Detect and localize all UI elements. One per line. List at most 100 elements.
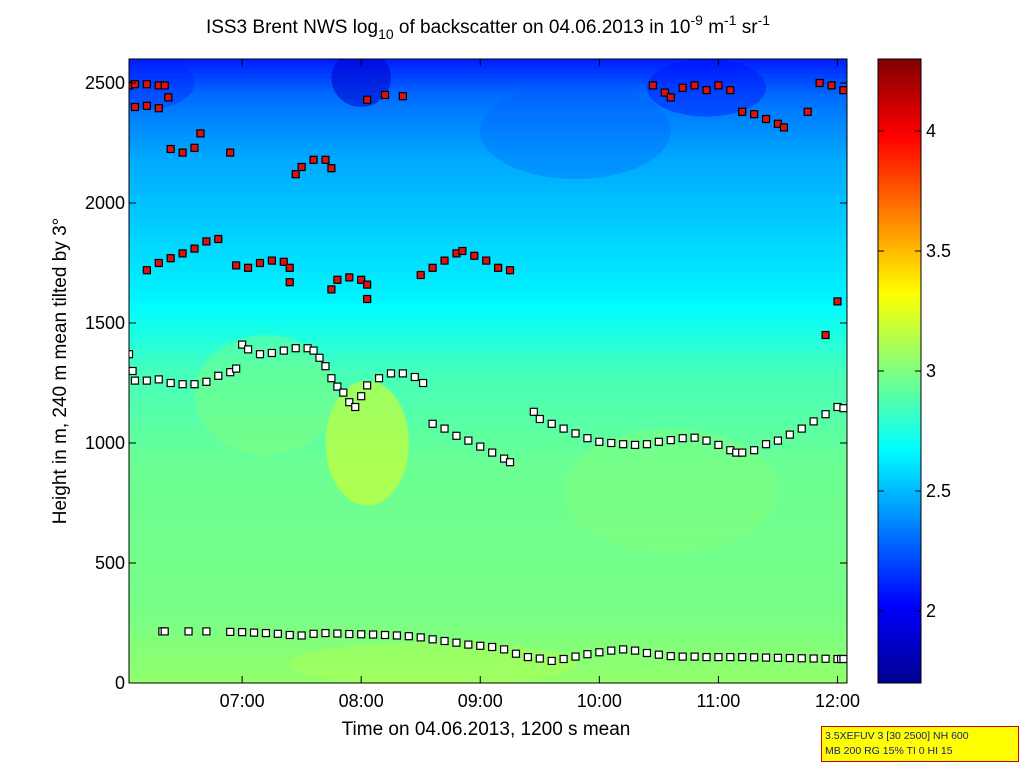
white-square-marker: [333, 629, 342, 638]
colorbar-tick-label: 2.5: [926, 481, 951, 501]
heatmap-field: [129, 59, 847, 683]
heatmap-band: [129, 678, 847, 683]
white-square-marker: [583, 434, 592, 443]
red-square-marker: [678, 83, 687, 92]
white-square-marker: [654, 650, 663, 659]
white-square-marker: [327, 374, 336, 383]
heatmap-band: [129, 289, 847, 295]
heatmap-band: [129, 318, 847, 324]
white-square-marker: [607, 438, 616, 448]
red-square-marker: [196, 129, 205, 138]
heatmap-band: [129, 529, 847, 535]
heatmap-band: [129, 169, 847, 175]
white-square-marker: [255, 350, 265, 359]
heatmap-band: [129, 145, 847, 151]
heatmap-band: [129, 135, 847, 142]
white-square-marker: [214, 371, 223, 380]
red-square-marker: [214, 234, 223, 244]
red-square-marker: [839, 86, 847, 95]
white-square-marker: [773, 436, 783, 445]
heatmap-band: [129, 361, 847, 367]
heatmap-blob: [194, 335, 338, 455]
red-square-marker: [178, 249, 187, 258]
white-square-marker: [619, 645, 628, 654]
heatmap-band: [129, 126, 847, 132]
x-tick-label: 08:00: [339, 691, 384, 711]
white-square-marker: [547, 419, 556, 428]
heatmap-band: [129, 553, 847, 559]
red-square-marker: [833, 297, 842, 306]
heatmap-band: [129, 131, 847, 137]
heatmap-band: [129, 639, 847, 646]
heatmap-band: [129, 491, 847, 497]
white-square-marker: [595, 648, 604, 657]
red-square-marker: [648, 81, 658, 90]
white-square-marker: [750, 446, 759, 455]
heatmap-band: [129, 356, 847, 362]
heatmap-band: [129, 462, 847, 468]
heatmap-band: [129, 635, 847, 641]
heatmap-band: [129, 212, 847, 218]
info-box-line-2: MB 200 RG 15% TI 0 HI 15: [825, 745, 953, 757]
red-square-marker: [440, 256, 449, 265]
heatmap-band: [129, 188, 847, 194]
heatmap-band: [129, 558, 847, 564]
heatmap-band: [129, 351, 847, 358]
white-square-marker: [797, 654, 806, 663]
white-square-marker: [398, 369, 407, 378]
red-square-marker: [142, 80, 151, 89]
red-square-marker: [267, 256, 276, 265]
red-square-marker: [714, 81, 723, 90]
red-square-marker: [166, 144, 175, 154]
white-square-marker: [607, 646, 616, 655]
heatmap-band: [129, 59, 847, 65]
white-square-marker: [476, 442, 485, 451]
white-square-marker: [416, 633, 425, 642]
white-square-marker: [392, 631, 402, 640]
white-square-marker: [279, 346, 288, 355]
red-square-marker: [232, 261, 241, 270]
white-square-marker: [309, 629, 318, 638]
white-square-marker: [761, 440, 771, 449]
red-square-marker: [154, 258, 163, 268]
white-square-marker: [583, 650, 592, 659]
heatmap-band: [129, 567, 847, 574]
heatmap-band: [129, 63, 847, 70]
heatmap-band: [129, 150, 847, 156]
x-tick-label: 09:00: [458, 691, 503, 711]
white-square-marker: [511, 649, 521, 658]
heatmap-band: [129, 337, 847, 343]
white-square-marker: [297, 631, 306, 640]
white-square-marker: [184, 627, 193, 636]
heatmap-band: [129, 495, 847, 502]
heatmap-band: [129, 572, 847, 578]
heatmap-band: [129, 534, 847, 540]
white-square-marker: [642, 648, 652, 658]
heatmap-band: [129, 275, 847, 281]
white-square-marker: [273, 629, 282, 638]
white-square-marker: [428, 419, 437, 428]
heatmap-band: [129, 625, 847, 631]
white-square-marker: [476, 641, 485, 650]
white-square-marker: [654, 437, 663, 446]
heatmap-band: [129, 87, 847, 94]
white-square-marker: [714, 440, 723, 450]
heatmap-band: [129, 486, 847, 492]
colorbar: [877, 58, 922, 684]
heatmap-band: [129, 649, 847, 655]
heatmap-band: [129, 198, 847, 204]
heatmap-band: [129, 371, 847, 377]
red-square-marker: [190, 244, 199, 253]
white-square-marker: [452, 431, 461, 440]
white-square-marker: [440, 636, 449, 646]
white-square-marker: [839, 654, 847, 664]
x-tick-label: 12:00: [815, 691, 860, 711]
white-square-marker: [285, 630, 294, 640]
red-square-marker: [243, 263, 253, 272]
heatmap-band: [129, 246, 847, 252]
heatmap-band: [129, 587, 847, 593]
white-square-marker: [726, 652, 735, 662]
white-square-marker: [547, 656, 556, 666]
white-square-marker: [702, 436, 711, 445]
white-square-marker: [386, 369, 396, 378]
